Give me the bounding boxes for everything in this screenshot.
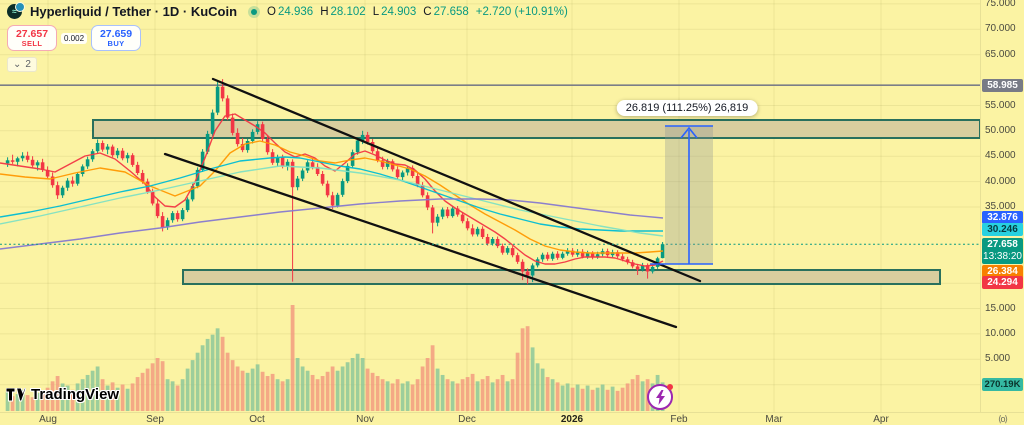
tradingview-logo-text: TradingView (31, 386, 120, 403)
grid-lines (0, 0, 980, 412)
high-value: 28.102 (330, 5, 366, 18)
trade-buttons: 27.657 SELL 0.002 27.659 BUY (7, 25, 568, 51)
price-tag: 24.294 (982, 275, 1023, 289)
time-label: Oct (249, 414, 265, 425)
price-tag: 58.985 (982, 78, 1023, 92)
price-tag: 30.246 (982, 222, 1023, 236)
indicators-count: 2 (25, 59, 31, 70)
ma-fast (0, 113, 664, 267)
time-label: Sep (146, 414, 164, 425)
open-value: 24.936 (278, 5, 314, 18)
change-value: +2.720 (+10.91%) (475, 5, 568, 18)
close-value: 27.658 (433, 5, 469, 18)
last-price: 27.658 (987, 239, 1018, 250)
buy-price: 27.659 (99, 27, 133, 40)
indicators-toggle[interactable]: ⌄ 2 (7, 57, 37, 72)
chevron-down-icon: ⌄ (13, 59, 22, 70)
price-tick: 10.000 (985, 327, 1016, 339)
ohlc-readout: O 24.936 H 28.102 L 24.903 C 27.658 +2.720 (… (267, 6, 568, 18)
ma-mid (0, 140, 664, 254)
chart-canvas[interactable] (0, 0, 980, 412)
lightning-button[interactable] (647, 384, 673, 410)
tradingview-logo-icon (6, 387, 26, 401)
low-label: L (372, 5, 380, 18)
open-label: O (267, 5, 276, 18)
ma-mint (0, 165, 664, 237)
moving-average-lines (0, 113, 664, 267)
price-tick: 5.000 (985, 353, 1011, 365)
market-status-icon[interactable] (251, 8, 258, 15)
close-label: C (423, 5, 432, 18)
price-tick: 75.000 (985, 0, 1016, 9)
price-tick: 65.000 (985, 48, 1016, 60)
price-tag: 26.384 (982, 264, 1023, 278)
zone-rectangles[interactable] (92, 119, 980, 285)
buy-button[interactable]: 27.659 BUY (91, 25, 142, 51)
price-tick: 35.000 (985, 201, 1016, 212)
time-label: Aug (39, 414, 57, 425)
time-label: Mar (765, 414, 783, 425)
volume-tag: 270.19K (982, 377, 1023, 391)
tether-badge-icon (15, 2, 25, 12)
price-tick: 70.000 (985, 23, 1016, 35)
ma-cyan (0, 156, 663, 232)
price-axis[interactable]: 75.000 70.000 65.000 55.000 50.000 45.000 40.0… (980, 0, 1024, 412)
buy-label: BUY (107, 38, 125, 48)
sell-label: SELL (21, 38, 43, 48)
price-tick: 45.000 (985, 150, 1016, 162)
price-range-measure-tool[interactable] (650, 125, 713, 265)
bar-countdown: 13:38:20 (983, 251, 1022, 262)
notification-dot (667, 384, 673, 390)
sell-price: 27.657 (15, 27, 49, 40)
scale-settings-icon[interactable]: ⟨o⟩ (998, 414, 1008, 424)
time-label: 2026 (560, 414, 584, 425)
time-label: Feb (670, 414, 688, 425)
low-value: 24.903 (381, 5, 417, 18)
price-tick: 40.000 (985, 175, 1016, 187)
price-tick: 55.000 (985, 99, 1016, 111)
symbol-row: ≈ Hyperliquid / Tether · 1D · KuCoin O 24… (7, 2, 568, 20)
volume-bars (5, 305, 665, 411)
time-label: Nov (356, 414, 374, 425)
time-label: Apr (873, 414, 889, 425)
price-tick: 15.000 (985, 302, 1016, 314)
chart-header: ≈ Hyperliquid / Tether · 1D · KuCoin O 24… (7, 2, 568, 72)
symbol-title[interactable]: Hyperliquid / Tether · 1D · KuCoin (30, 4, 238, 19)
time-label: Dec (458, 414, 476, 425)
time-axis[interactable]: Aug Sep Oct Nov Dec 2026 Feb Mar Apr ⟨o⟩ (0, 412, 1024, 425)
spread-value: 0.002 (61, 32, 88, 44)
lightning-icon (655, 389, 665, 405)
high-label: H (320, 5, 329, 18)
trendline-drawings[interactable] (163, 77, 702, 329)
last-price-countdown-tag: 27.658 13:38:20 (982, 238, 1023, 264)
candlestick-series (5, 79, 665, 285)
price-tick: 50.000 (985, 124, 1016, 136)
price-tag: 32.876 (982, 210, 1023, 224)
ma-slow (0, 198, 664, 250)
symbol-logo-icon: ≈ (7, 2, 25, 20)
price-range-callout[interactable]: 26.819 (111.25%) 26,819 (616, 100, 758, 116)
sell-button[interactable]: 27.657 SELL (7, 25, 57, 51)
tradingview-watermark[interactable]: TradingView (6, 386, 119, 403)
